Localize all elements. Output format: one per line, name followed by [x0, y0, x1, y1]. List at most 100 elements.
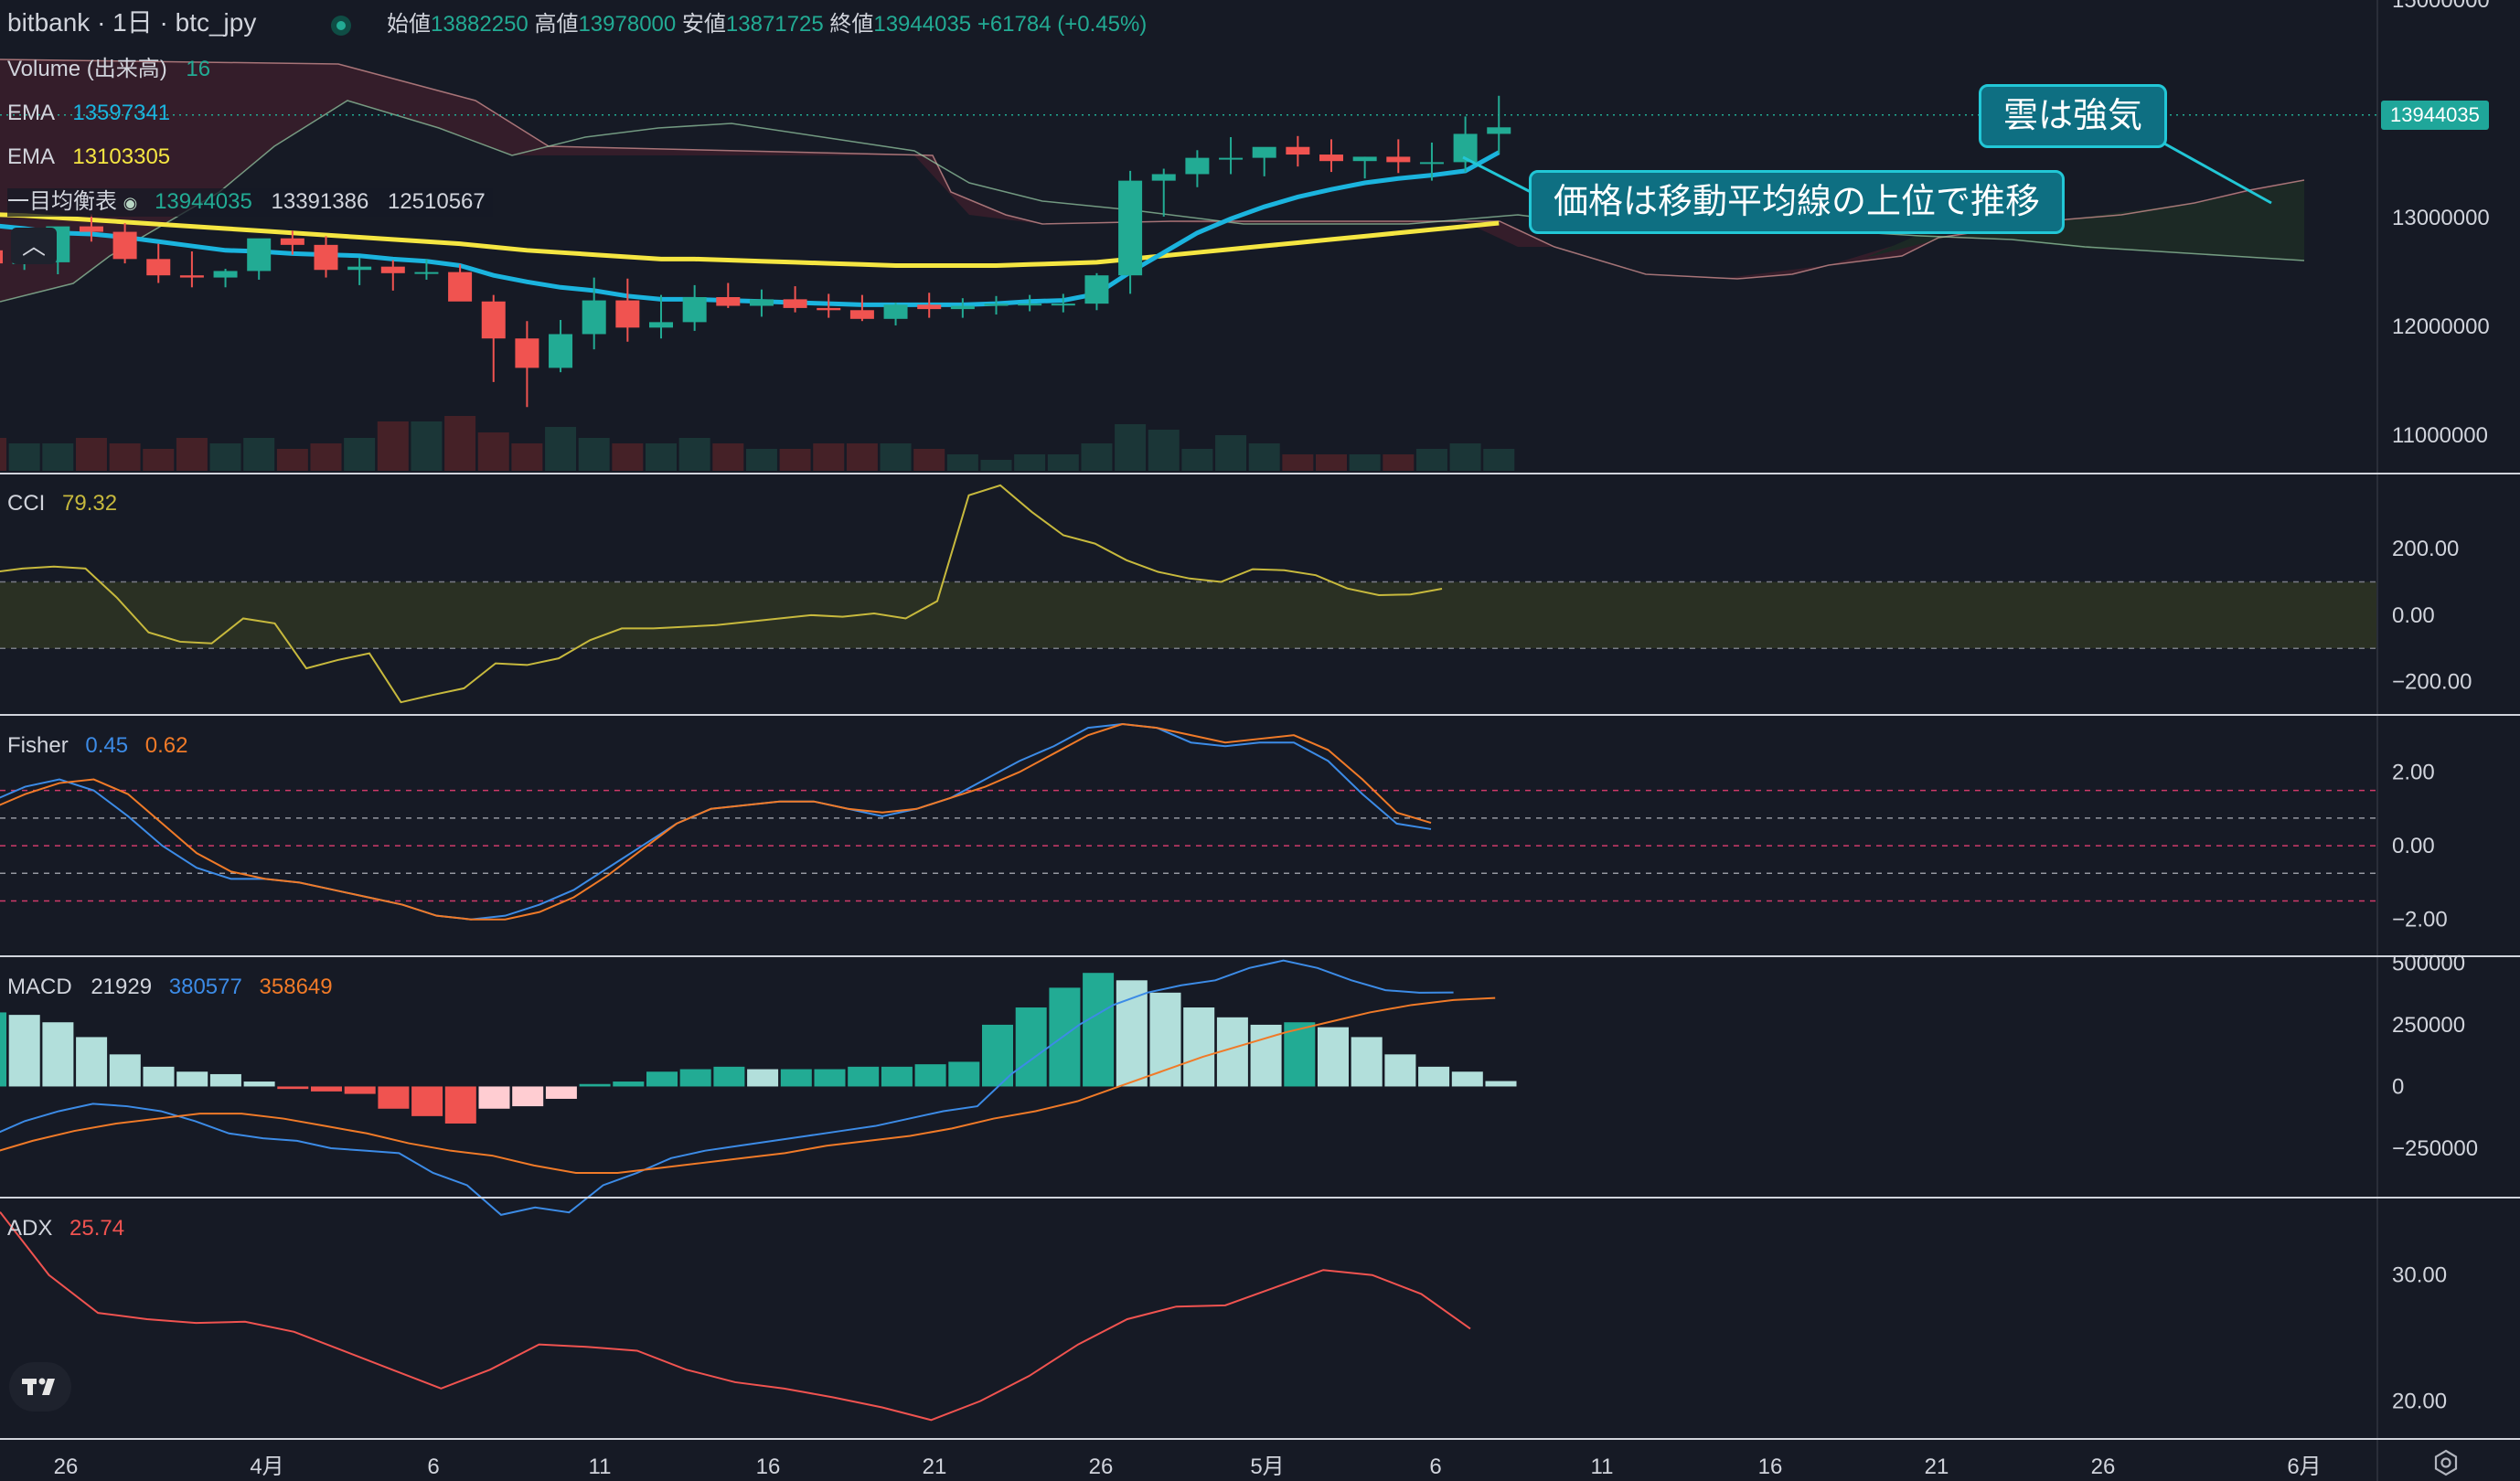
adx-legend[interactable]: ADX 25.74 — [7, 1215, 124, 1242]
ema-slow-label: EMA — [7, 144, 54, 169]
macd-y-tick-label: −250000 — [2392, 1136, 2478, 1161]
fisher-y-tick-label: 0.00 — [2392, 834, 2435, 858]
macd-histogram-bar — [1418, 1066, 1450, 1087]
macd-histogram-bar — [1183, 1007, 1215, 1087]
ema-slow-legend[interactable]: EMA 13103305 — [7, 144, 170, 171]
fisher-y-tick-label: −2.00 — [2392, 908, 2448, 932]
volume-bar — [1181, 449, 1213, 471]
fisher-trigger-line — [0, 723, 1432, 921]
candle-body — [213, 271, 238, 278]
volume-bar — [946, 454, 978, 471]
macd-histogram-bar — [311, 1086, 342, 1092]
macd-histogram-bar — [109, 1054, 141, 1087]
x-tick-label: 4月 — [250, 1454, 283, 1479]
ohlc-legend: 始値13882250 高値13978000 安値13871725 終値13944… — [387, 11, 1147, 38]
x-tick-label: 11 — [589, 1454, 612, 1479]
volume-value: 16 — [186, 57, 211, 81]
low-label: 安値 — [681, 12, 726, 37]
senkou-span-b-line — [0, 100, 2305, 303]
macd-histogram-bar — [1451, 1071, 1483, 1087]
candle-body — [280, 238, 304, 245]
volume-bar — [444, 416, 476, 471]
candle-body — [1118, 180, 1143, 276]
close-value: 13944035 — [873, 12, 972, 37]
volume-bar — [712, 443, 744, 471]
x-tick-label: 6月 — [2287, 1454, 2321, 1479]
macd-histogram-bar — [512, 1086, 544, 1107]
candle-body — [817, 307, 841, 311]
cloud-annotation[interactable]: 雲は強気 — [1979, 84, 2168, 148]
macd-histogram-bar — [1116, 980, 1148, 1087]
legend-collapse-button[interactable]: ︿ — [11, 228, 57, 264]
cci-label: CCI — [7, 491, 46, 516]
macd-legend[interactable]: MACD 21929 380577 358649 — [7, 974, 333, 1001]
fisher-legend[interactable]: Fisher 0.45 0.62 — [7, 732, 187, 760]
candle-body — [1487, 127, 1511, 134]
candle-body — [582, 300, 606, 335]
candle-body — [1419, 162, 1444, 165]
candle-body — [1252, 146, 1276, 158]
cci-value: 79.32 — [62, 491, 118, 516]
x-tick-label: 16 — [756, 1454, 781, 1479]
candle-body — [1219, 157, 1244, 160]
volume-bar — [1449, 443, 1481, 471]
adx-pane — [0, 1211, 1471, 1422]
macd-histogram-bar — [613, 1081, 645, 1087]
fisher-y-tick-label: 2.00 — [2392, 760, 2435, 784]
open-value: 13882250 — [431, 12, 529, 37]
ichimoku-legend[interactable]: 一目均衡表 ◉ 13944035 13391386 12510567 — [7, 188, 493, 217]
volume-bar — [813, 443, 845, 471]
tradingview-logo-icon[interactable] — [9, 1362, 71, 1412]
candle-body — [950, 305, 975, 310]
macd-histogram-bar — [42, 1022, 74, 1087]
macd-y-tick-label: 250000 — [2392, 1013, 2465, 1038]
candle-body — [984, 304, 1009, 306]
macd-histogram-bar — [713, 1066, 745, 1087]
macd-histogram-bar — [76, 1037, 108, 1087]
cci-legend[interactable]: CCI 79.32 — [7, 490, 117, 517]
fisher-value-2: 0.62 — [144, 733, 188, 758]
macd-histogram-bar — [478, 1086, 510, 1109]
macd-histogram-bar — [579, 1083, 611, 1087]
volume-bar — [0, 438, 6, 471]
x-tick-label: 26 — [2091, 1454, 2116, 1479]
main-price-pane — [0, 59, 2377, 471]
settings-gear-icon[interactable] — [2432, 1449, 2460, 1476]
adx-value: 25.74 — [69, 1216, 125, 1241]
fisher-line — [0, 723, 1432, 921]
volume-legend[interactable]: Volume (出来高) 16 — [7, 56, 210, 83]
volume-bar — [880, 443, 912, 471]
macd-histogram-bar — [1049, 987, 1081, 1087]
candle-body — [1386, 156, 1411, 163]
senkou-span-a-line — [0, 59, 2305, 280]
current-price-tag: 13944035 — [2381, 101, 2489, 130]
macd-histogram-bar — [881, 1066, 913, 1087]
macd-histogram-bar — [1083, 973, 1115, 1087]
macd-signal-line — [0, 996, 1496, 1174]
volume-bar — [1316, 454, 1347, 471]
ema-fast-value: 13597341 — [72, 101, 171, 125]
ema-fast-legend[interactable]: EMA 13597341 — [7, 100, 170, 127]
candle-body — [917, 304, 942, 310]
volume-bar — [42, 443, 74, 471]
ema-slow-line — [0, 212, 1500, 268]
volume-bar — [276, 449, 308, 471]
macd-hist-value: 21929 — [91, 975, 153, 999]
main-y-tick-label: 15000000 — [2392, 0, 2490, 13]
candle-body — [347, 266, 372, 271]
main-y-tick-label: 11000000 — [2392, 423, 2488, 448]
volume-bar — [109, 443, 141, 471]
candle-body — [1018, 304, 1042, 306]
candle-body — [1319, 154, 1343, 162]
x-tick-label: 5月 — [1250, 1454, 1284, 1479]
volume-bar — [511, 443, 543, 471]
symbol-title[interactable]: bitbank · 1日 · btc_jpy — [7, 8, 257, 37]
volume-bar — [176, 438, 208, 471]
macd-value: 380577 — [168, 975, 242, 999]
ichimoku-value-3: 12510567 — [387, 189, 486, 214]
candle-body — [1084, 275, 1109, 304]
volume-bar — [678, 438, 710, 471]
ema-annotation[interactable]: 価格は移動平均線の上位で推移 — [1529, 170, 2066, 234]
